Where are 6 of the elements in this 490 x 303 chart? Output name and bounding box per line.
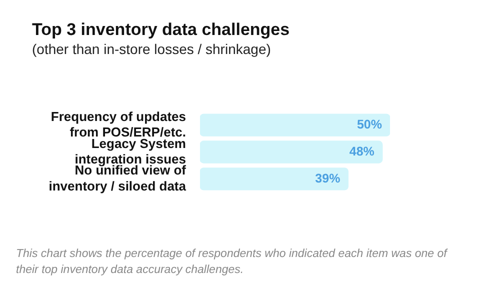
chart-subtitle: (other than in-store losses / shrinkage) [32,41,271,57]
data-label: 48% [349,144,374,158]
data-label: 39% [315,171,340,186]
chart-title: Top 3 inventory data challenges [32,20,290,40]
text: This chart shows the percentage of respondents who indicated each item was one of their top inventory data accuracy challenges. [16,247,449,278]
data-label: 50% [356,118,382,132]
